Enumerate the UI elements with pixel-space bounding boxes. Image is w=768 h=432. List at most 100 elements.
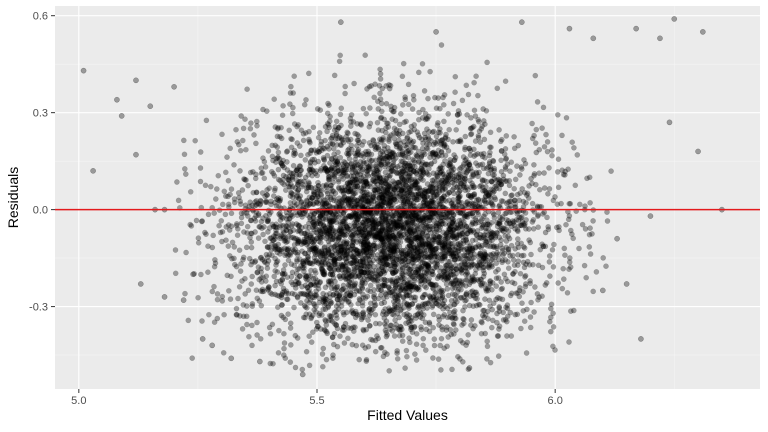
scatter-point [355, 300, 362, 307]
scatter-point [187, 188, 194, 195]
scatter-point [300, 260, 307, 266]
scatter-point [342, 90, 348, 97]
scatter-point [385, 240, 392, 247]
scatter-point [431, 342, 438, 349]
scatter-point [445, 275, 451, 282]
scatter-point [419, 61, 426, 67]
scatter-point [370, 257, 377, 264]
scatter-point [382, 129, 389, 136]
scatter-point [517, 285, 523, 291]
scatter-point [314, 193, 321, 200]
scatter-point [551, 241, 557, 248]
scatter-point [380, 196, 387, 202]
scatter-point [482, 211, 488, 217]
scatter-point [265, 207, 272, 214]
scatter-point [264, 244, 271, 250]
scatter-point [462, 234, 469, 240]
scatter-point [435, 209, 442, 216]
scatter-point [371, 94, 378, 101]
scatter-point [499, 285, 506, 292]
scatter-point [521, 222, 528, 229]
scatter-point [292, 150, 299, 157]
scatter-point [277, 159, 284, 166]
scatter-point [225, 243, 232, 249]
scatter-point [265, 229, 271, 235]
scatter-point [576, 245, 582, 252]
scatter-point [396, 212, 403, 219]
scatter-point [546, 186, 553, 192]
scatter-point [382, 226, 389, 233]
scatter-point [354, 131, 361, 138]
scatter-point [608, 168, 614, 174]
scatter-point [534, 99, 541, 105]
scatter-point [263, 199, 270, 206]
scatter-point [311, 258, 318, 265]
scatter-point [274, 144, 281, 150]
scatter-point [237, 268, 244, 274]
scatter-point [294, 293, 301, 300]
scatter-point [428, 281, 434, 288]
scatter-point [339, 286, 345, 293]
scatter-point [354, 151, 361, 158]
scatter-point [413, 213, 419, 220]
scatter-point [454, 298, 460, 305]
scatter-point [527, 239, 534, 246]
scatter-point [381, 299, 388, 306]
scatter-point [311, 218, 318, 225]
scatter-point [237, 168, 243, 174]
scatter-point [406, 266, 413, 273]
scatter-point [302, 282, 309, 289]
scatter-point [473, 73, 479, 79]
scatter-point [294, 251, 301, 258]
scatter-point [345, 335, 351, 342]
scatter-point [330, 179, 337, 186]
scatter-point [331, 267, 338, 274]
scatter-point [532, 72, 539, 79]
scatter-point [363, 246, 370, 253]
scatter-point [220, 349, 227, 356]
scatter-point [391, 242, 397, 248]
scatter-point [271, 173, 278, 179]
scatter-point [206, 311, 212, 318]
scatter-point [380, 248, 387, 254]
scatter-point [214, 291, 221, 297]
scatter-point [327, 160, 333, 166]
scatter-point [338, 211, 344, 218]
scatter-point [554, 201, 561, 207]
scatter-point [287, 90, 294, 96]
scatter-point [221, 311, 227, 318]
scatter-point [431, 265, 437, 271]
scatter-point [465, 272, 472, 278]
scatter-point [199, 218, 205, 224]
scatter-point [330, 291, 337, 298]
scatter-point [355, 252, 361, 259]
scatter-point [482, 252, 489, 258]
scatter-point [285, 257, 292, 264]
scatter-point [331, 173, 338, 180]
scatter-point [262, 238, 268, 245]
scatter-point [213, 186, 220, 192]
scatter-point [342, 292, 349, 298]
scatter-point [569, 139, 576, 145]
scatter-point [447, 224, 454, 230]
scatter-point [330, 292, 336, 298]
scatter-point [359, 314, 365, 321]
scatter-point [274, 133, 281, 140]
scatter-point [416, 263, 423, 269]
scatter-point [410, 283, 417, 290]
scatter-point [469, 192, 476, 199]
scatter-point [502, 166, 509, 172]
scatter-point [470, 292, 476, 299]
scatter-point [424, 170, 431, 177]
scatter-point [202, 182, 209, 189]
scatter-point [423, 115, 430, 122]
scatter-point [550, 343, 556, 350]
scatter-point [385, 124, 392, 130]
scatter-point [463, 252, 470, 259]
scatter-point [298, 127, 305, 133]
scatter-point [448, 164, 454, 171]
scatter-point [498, 157, 504, 164]
scatter-point [494, 333, 501, 339]
scatter-point [508, 290, 515, 297]
scatter-point [481, 314, 488, 321]
